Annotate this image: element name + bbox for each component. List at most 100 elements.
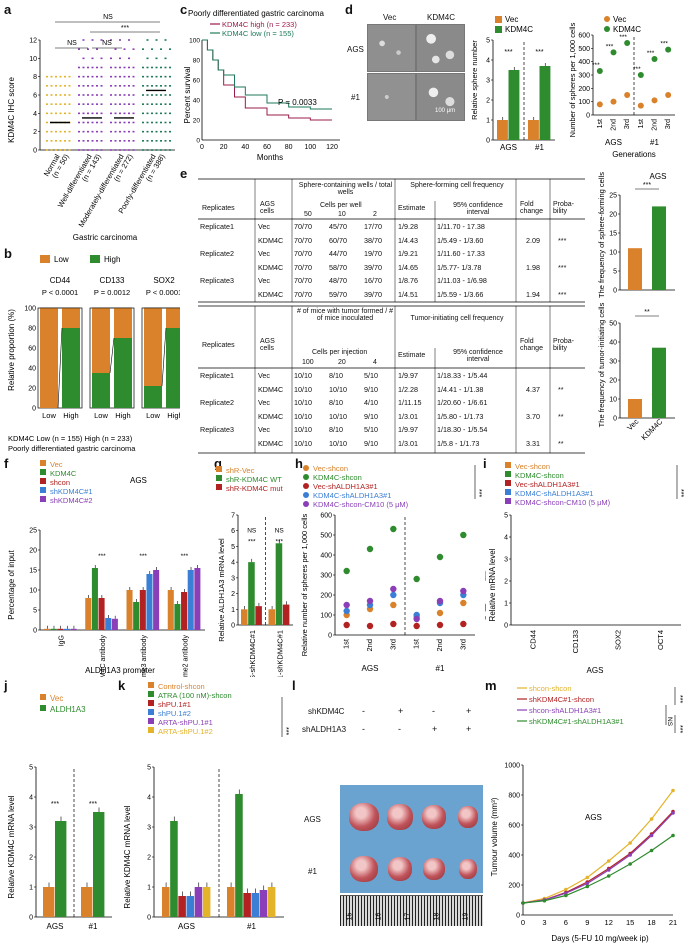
e-top-cell: 17/70 <box>364 222 382 231</box>
b-bar-high <box>114 338 132 408</box>
k-bar <box>194 887 203 917</box>
e-bar-chart-1: AGS The frequency of sphere-forming cell… <box>597 172 675 298</box>
c-ytick-label: 20 <box>193 118 201 125</box>
m-group: AGS <box>585 813 602 822</box>
e-bar2-ytick-label: 50 <box>609 321 617 328</box>
m-legend-label: shKDM4C#1-shcon <box>529 695 594 704</box>
g-ytick-label: 7 <box>231 513 235 520</box>
g-bar <box>248 562 255 625</box>
i-ytick-label: 1 <box>504 601 508 608</box>
b-caption2: Poorly differentiated gastric carcinoma <box>8 444 136 453</box>
j-ytick-label: 5 <box>29 765 33 772</box>
e-top-cell: 1/11.60 - 17.33 <box>437 249 485 258</box>
e-bot-h-cells: AGS cells <box>260 338 275 352</box>
m-series-line <box>522 790 674 904</box>
k-ytick-label: 1 <box>147 885 151 892</box>
d-dot-xtick: 3rd <box>665 119 672 129</box>
m-ns: NS <box>666 717 673 727</box>
k-ytick-label: 2 <box>147 855 151 862</box>
e-bot-cell: 10/10 <box>294 438 312 448</box>
m-xtick: 3 <box>542 918 546 927</box>
e-bar1-ytick-label: 5 <box>613 269 617 276</box>
g-ytick-label: 2 <box>231 591 235 598</box>
l-row-shaldh1a3: shALDH1A3 <box>302 725 347 734</box>
f-star: *** <box>139 553 147 560</box>
f-legend-swatch <box>40 496 46 502</box>
d-dot-point <box>610 98 617 105</box>
b-bar-low <box>92 308 110 373</box>
d-dot-xtick: 1st <box>597 119 604 128</box>
c-xtick-label: 120 <box>326 144 338 151</box>
m-xtick: 6 <box>564 918 568 927</box>
i-ytick-label: 0 <box>504 623 508 630</box>
e-bar2-ytick-label: 0 <box>613 416 617 423</box>
e-bot-cell: 1/9.97 <box>398 371 418 380</box>
h-legend-marker <box>303 483 309 489</box>
f-legend-label: Vec <box>50 460 63 469</box>
m-legend-label: shcon-shcon <box>529 684 572 693</box>
m-legend-label: shKDM4C#1-shALDH1A3#1 <box>529 717 624 726</box>
d-dot-xlabel: Generations <box>612 150 656 159</box>
k-legend-label: Control-shcon <box>158 682 205 691</box>
j-legend-label: ALDH1A3 <box>50 705 86 714</box>
h-ytick-label: 100 <box>320 613 332 620</box>
h-point <box>413 615 420 623</box>
k-legend-label: ARTA-shPU.1#1 <box>158 718 213 727</box>
i-ytick-label: 3 <box>504 557 508 564</box>
g-bar <box>282 604 290 625</box>
e-bot-sub-20: 20 <box>338 359 346 366</box>
e-bot-cell: 1/4.41 - 1/1.38 <box>437 384 484 394</box>
m-ytick-label: 400 <box>508 853 520 860</box>
e-top-sub-est: Estimate <box>398 205 426 212</box>
d-bar-ylabel: Relative sphere number <box>470 40 479 120</box>
e-bot-cell: 9/10 <box>364 438 378 448</box>
b-bar-low <box>62 308 80 328</box>
c-ytick-label: 40 <box>193 98 201 105</box>
i-ylabel: Relative mRNA level <box>488 548 497 621</box>
h-point <box>390 601 397 609</box>
m-star-1: *** <box>676 695 683 703</box>
i-xtick: OCT4 <box>656 630 665 650</box>
f-bar <box>194 568 201 630</box>
k-bar <box>162 887 170 917</box>
j-xtick: #1 <box>89 922 98 931</box>
f-legend-label: KDM4C <box>50 469 77 478</box>
j-ylabel: Relative KDM4C mRNA level <box>7 795 16 898</box>
e-top-cell: 70/70 <box>294 249 312 258</box>
e-top-cell: 1.98 <box>526 262 540 272</box>
e-top-cell: 39/70 <box>364 262 382 272</box>
j-legend-swatch <box>40 705 46 711</box>
d-dot-legend-vec-marker <box>604 16 610 22</box>
m-ytick-label: 1000 <box>504 763 520 770</box>
h-ytick-label: 600 <box>320 513 332 520</box>
e-bot-cell: ** <box>558 384 564 394</box>
l-row-ags: AGS <box>304 815 321 824</box>
f-ytick-label: 25 <box>29 528 37 535</box>
f-bar <box>139 590 146 630</box>
k-bar <box>251 893 260 917</box>
e-top-cell: Vec <box>258 222 270 231</box>
k-legend-label: shPU.1#2 <box>158 709 191 718</box>
d-dot-xtick: 2nd <box>611 119 618 131</box>
h-legend-marker <box>303 465 309 471</box>
f-bar <box>111 618 118 630</box>
f-bar <box>98 598 105 630</box>
e-bar1-ytick-label: 25 <box>609 193 617 200</box>
c-ytick-label: 0 <box>196 138 200 145</box>
l-sign-shaldh1a3: + <box>432 724 438 734</box>
d-legend-vec-swatch <box>495 16 502 23</box>
f-legend-swatch <box>40 478 46 484</box>
b-ytick-label: 0 <box>32 406 36 413</box>
b-bar-low <box>166 308 180 328</box>
e-bot-cell: 10/10 <box>329 384 347 394</box>
g-bar <box>241 609 248 625</box>
c-legend-low: KDM4C low (n = 155) <box>222 29 294 38</box>
e-bot-cell: 5/10 <box>364 371 378 380</box>
f-legend-label: shKDM4C#1 <box>50 487 93 496</box>
l-tumor-image <box>458 806 478 828</box>
g-bar <box>275 543 283 625</box>
h-point <box>366 597 374 605</box>
e-bot-h-mice: # of mice with tumor formed / # of mice … <box>296 308 394 322</box>
f-legend-swatch <box>40 460 46 466</box>
